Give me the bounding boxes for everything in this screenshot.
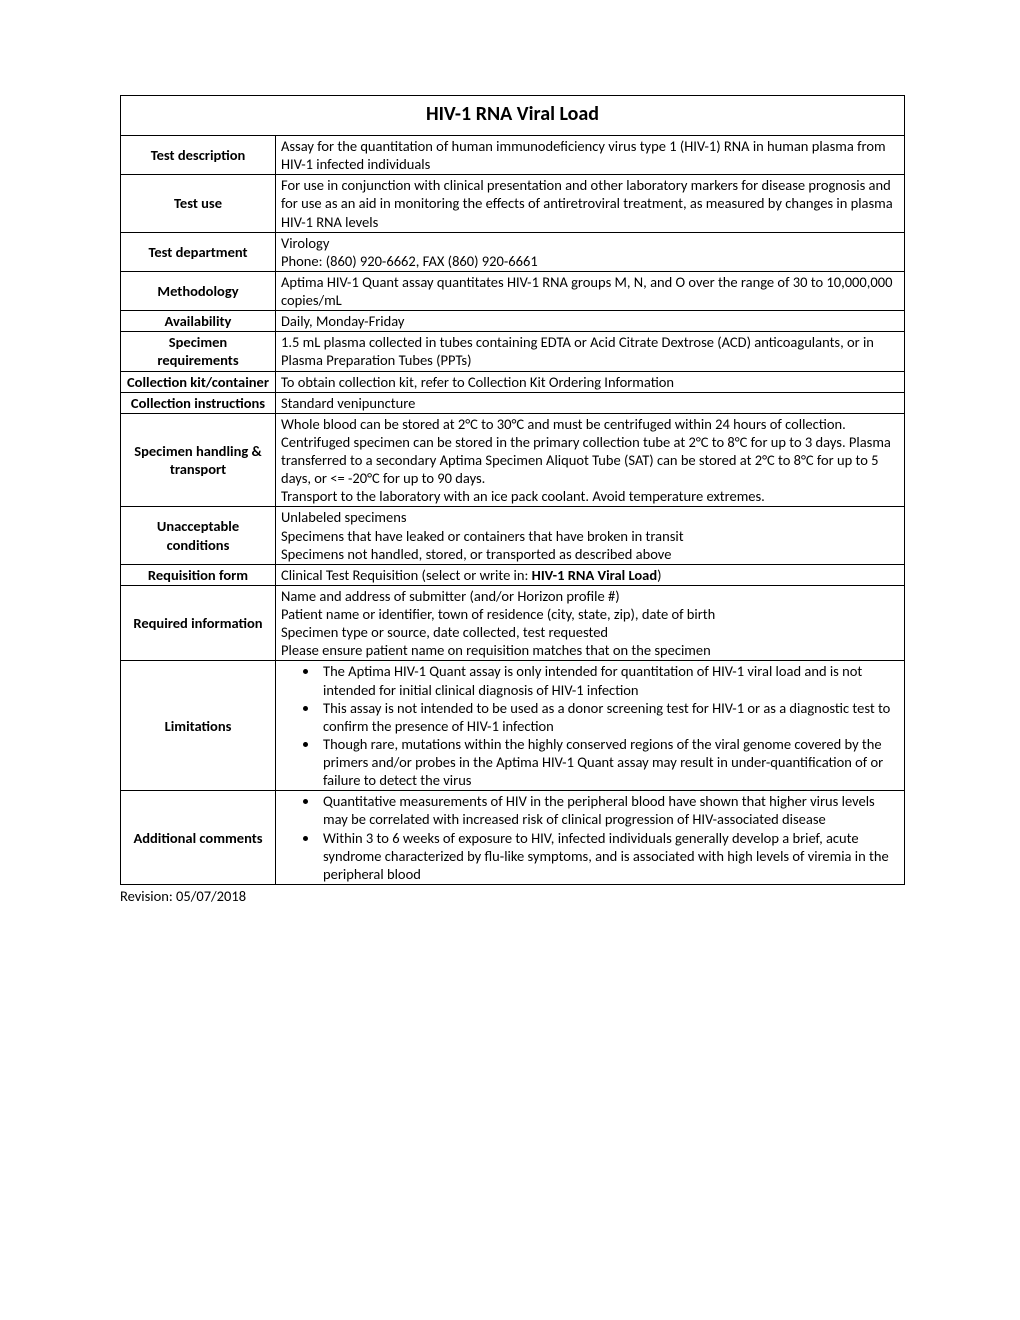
list-item: This assay is not intended to be used as… <box>319 699 898 735</box>
unacceptable-line1: Unlabeled specimens <box>281 508 407 526</box>
table-row: Limitations The Aptima HIV-1 Quant assay… <box>121 661 905 791</box>
row-label: Availability <box>121 311 276 332</box>
reqinfo-line2: Patient name or identifier, town of resi… <box>281 605 715 623</box>
table-title: HIV-1 RNA Viral Load <box>121 96 905 136</box>
unacceptable-line2: Specimens that have leaked or containers… <box>281 527 684 545</box>
row-value: Standard venipuncture <box>276 392 905 413</box>
table-row: Methodology Aptima HIV-1 Quant assay qua… <box>121 271 905 310</box>
row-value: The Aptima HIV-1 Quant assay is only int… <box>276 661 905 791</box>
table-row: Collection instructions Standard venipun… <box>121 392 905 413</box>
dept-line1: Virology <box>281 234 329 252</box>
row-value: Assay for the quantitation of human immu… <box>276 136 905 175</box>
limitations-list: The Aptima HIV-1 Quant assay is only int… <box>281 662 898 789</box>
dept-line2: Phone: (860) 920-6662, FAX (860) 920-666… <box>281 252 538 270</box>
row-label: Specimen handling & transport <box>121 413 276 507</box>
row-label: Test description <box>121 136 276 175</box>
list-item: Within 3 to 6 weeks of exposure to HIV, … <box>319 829 898 883</box>
table-row: Unacceptable conditions Unlabeled specim… <box>121 507 905 564</box>
table-row: Test use For use in conjunction with cli… <box>121 175 905 232</box>
test-info-table: HIV-1 RNA Viral Load Test description As… <box>120 95 905 885</box>
row-value: Name and address of submitter (and/or Ho… <box>276 585 905 661</box>
list-item: Though rare, mutations within the highly… <box>319 735 898 789</box>
unacceptable-line3: Specimens not handled, stored, or transp… <box>281 545 671 563</box>
row-label: Collection instructions <box>121 392 276 413</box>
revision-text: Revision: 05/07/2018 <box>120 887 905 905</box>
row-label: Unacceptable conditions <box>121 507 276 564</box>
table-row: Requisition form Clinical Test Requisiti… <box>121 564 905 585</box>
table-row: Specimen requirements 1.5 mL plasma coll… <box>121 332 905 371</box>
table-row: Collection kit/container To obtain colle… <box>121 371 905 392</box>
row-value: 1.5 mL plasma collected in tubes contain… <box>276 332 905 371</box>
list-item: The Aptima HIV-1 Quant assay is only int… <box>319 662 898 698</box>
reqinfo-line3: Specimen type or source, date collected,… <box>281 623 608 641</box>
row-value: Quantitative measurements of HIV in the … <box>276 791 905 885</box>
row-label: Requisition form <box>121 564 276 585</box>
row-label: Required information <box>121 585 276 661</box>
list-item: Quantitative measurements of HIV in the … <box>319 792 898 828</box>
table-row: Required information Name and address of… <box>121 585 905 661</box>
row-label: Methodology <box>121 271 276 310</box>
row-value: Clinical Test Requisition (select or wri… <box>276 564 905 585</box>
requisition-suffix: ) <box>657 566 661 584</box>
row-label: Additional comments <box>121 791 276 885</box>
table-row: Test department Virology Phone: (860) 92… <box>121 232 905 271</box>
requisition-bold: HIV-1 RNA Viral Load <box>532 566 657 584</box>
row-label: Specimen requirements <box>121 332 276 371</box>
row-value: Unlabeled specimens Specimens that have … <box>276 507 905 564</box>
row-value: Daily, Monday-Friday <box>276 311 905 332</box>
row-value: For use in conjunction with clinical pre… <box>276 175 905 232</box>
requisition-prefix: Clinical Test Requisition (select or wri… <box>281 566 532 584</box>
reqinfo-line1: Name and address of submitter (and/or Ho… <box>281 587 620 605</box>
row-value: Whole blood can be stored at 2°C to 30°C… <box>276 413 905 507</box>
row-label: Test use <box>121 175 276 232</box>
row-value: Virology Phone: (860) 920-6662, FAX (860… <box>276 232 905 271</box>
table-row: Test description Assay for the quantitat… <box>121 136 905 175</box>
table-row: Additional comments Quantitative measure… <box>121 791 905 885</box>
row-label: Limitations <box>121 661 276 791</box>
row-value: Aptima HIV-1 Quant assay quantitates HIV… <box>276 271 905 310</box>
reqinfo-line4: Please ensure patient name on requisitio… <box>281 641 711 659</box>
row-label: Test department <box>121 232 276 271</box>
row-label: Collection kit/container <box>121 371 276 392</box>
table-row: Specimen handling & transport Whole bloo… <box>121 413 905 507</box>
table-row: Availability Daily, Monday-Friday <box>121 311 905 332</box>
row-value: To obtain collection kit, refer to Colle… <box>276 371 905 392</box>
additional-list: Quantitative measurements of HIV in the … <box>281 792 898 883</box>
